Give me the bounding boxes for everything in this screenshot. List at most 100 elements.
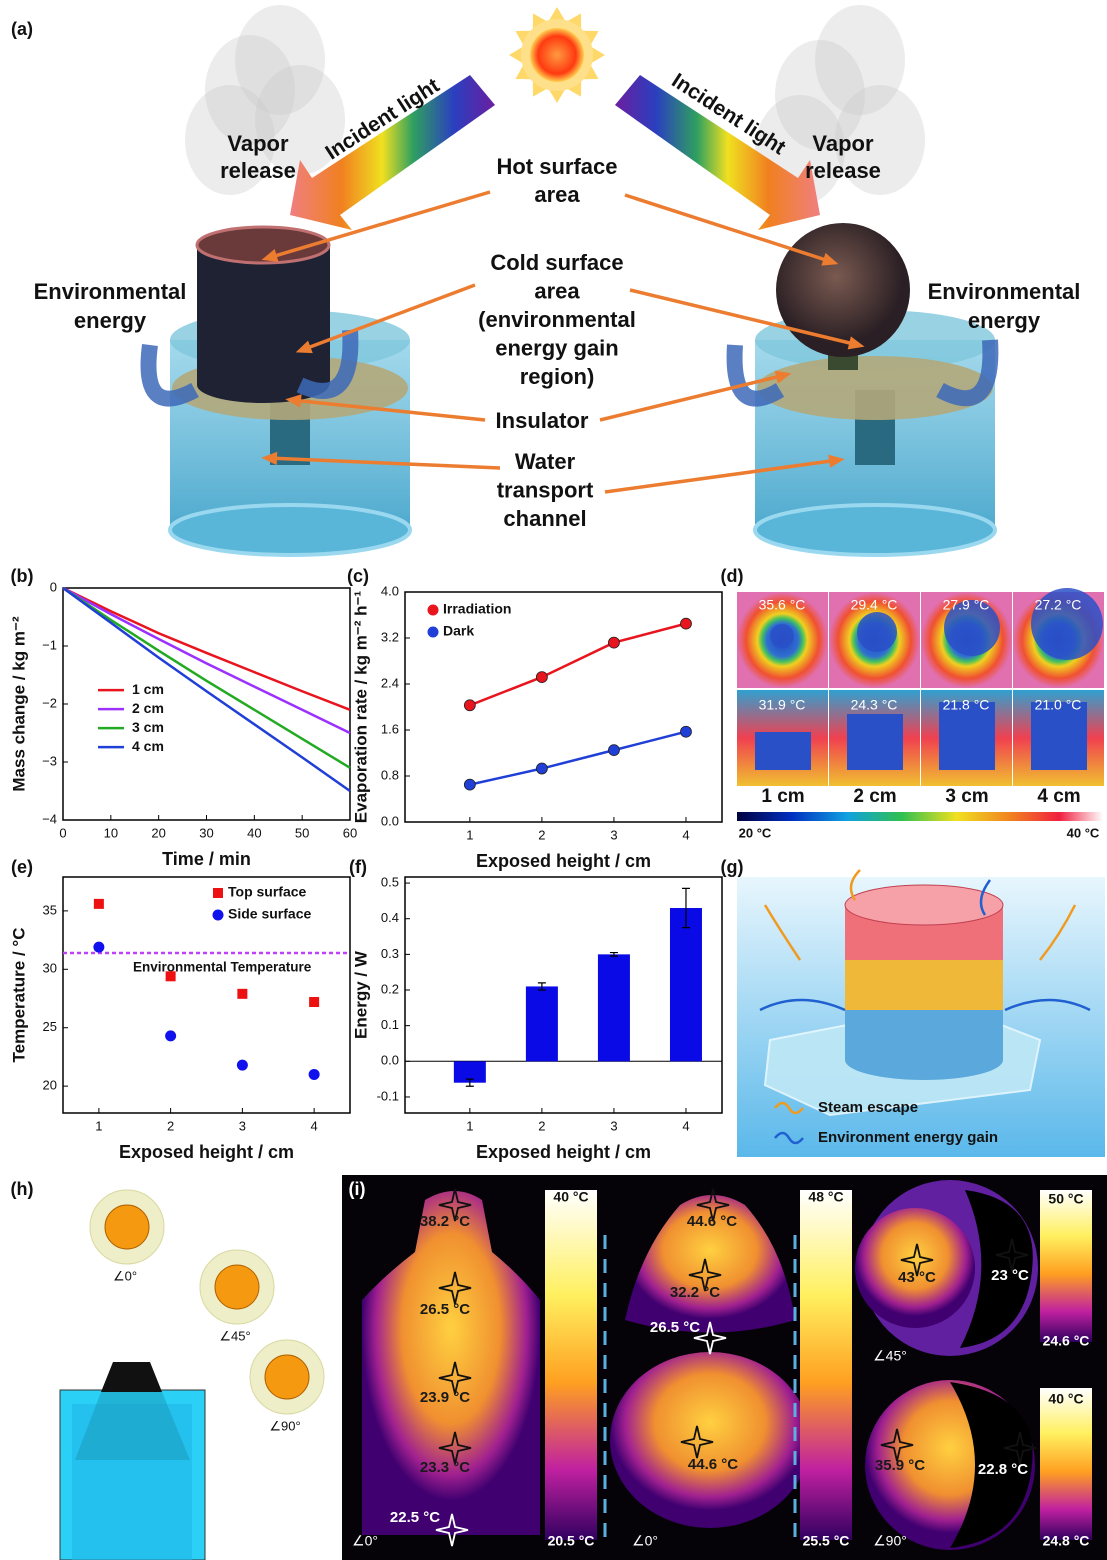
marker — [536, 672, 547, 683]
marker — [309, 1069, 320, 1080]
marker — [464, 700, 475, 711]
label: Hot surface — [496, 154, 617, 179]
y-tick-label: 4.0 — [381, 583, 399, 598]
label: area — [534, 182, 580, 207]
y-tick-label: 0.2 — [381, 981, 399, 996]
label: 25.5 °C — [803, 1533, 850, 1549]
x-axis-label: Exposed height / cm — [476, 851, 651, 871]
label: ∠0° — [632, 1533, 658, 1549]
x-tick-label: 3 — [239, 1118, 246, 1133]
y-tick-label: 0.3 — [381, 946, 399, 961]
y-tick-label: −1 — [42, 637, 57, 652]
hot-spot — [857, 612, 897, 652]
y-tick-label: −3 — [42, 753, 57, 768]
label: release — [805, 158, 881, 183]
x-tick-label: 40 — [247, 825, 261, 840]
x-tick-label: 1 — [466, 1118, 473, 1133]
label: 40 °C — [553, 1189, 588, 1205]
tank-bottom — [755, 505, 995, 555]
label: (h) — [11, 1179, 34, 1199]
y-tick-label: 1.6 — [381, 721, 399, 736]
sample-core — [215, 1265, 259, 1309]
line — [470, 624, 686, 706]
label: Environmental — [928, 279, 1081, 304]
sample — [847, 714, 903, 770]
legend-label: 1 cm — [132, 681, 164, 697]
marker — [680, 726, 691, 737]
label: (d) — [721, 566, 744, 586]
label: transport — [497, 477, 594, 502]
bar — [670, 908, 702, 1061]
marker — [309, 997, 319, 1007]
label: region) — [520, 364, 595, 389]
y-tick-label: 2.4 — [381, 675, 399, 690]
marker — [464, 779, 475, 790]
label: (environmental — [478, 307, 636, 332]
y-tick-label: -0.1 — [377, 1088, 399, 1103]
y-tick-label: 0.1 — [381, 1017, 399, 1032]
label: 48 °C — [808, 1189, 843, 1205]
label: 35.6 °C — [759, 597, 806, 613]
ir-sample — [610, 1352, 810, 1528]
label: release — [220, 158, 296, 183]
label: Insulator — [496, 408, 589, 433]
marker — [213, 910, 224, 921]
y-tick-label: −2 — [42, 695, 57, 710]
label: area — [534, 278, 580, 303]
ir-colorbar — [545, 1190, 597, 1540]
x-tick-label: 0 — [59, 825, 66, 840]
y-tick-label: 0 — [50, 579, 57, 594]
y-tick-label: 0.5 — [381, 874, 399, 889]
label: 26.5 °C — [650, 1319, 700, 1336]
marker — [428, 605, 439, 616]
label: 20 °C — [739, 825, 772, 840]
colorbar — [737, 812, 1103, 821]
y-tick-label: 25 — [43, 1019, 57, 1034]
label: Water — [515, 449, 576, 474]
label: ∠90° — [873, 1533, 907, 1549]
y-tick-label: 0.4 — [381, 910, 399, 925]
label: ∠45° — [873, 1348, 907, 1364]
y-tick-label: −4 — [42, 811, 57, 826]
label: 20.5 °C — [548, 1533, 595, 1549]
label: 3 cm — [945, 786, 988, 807]
label: 38.2 °C — [420, 1213, 470, 1230]
label: ∠0° — [352, 1533, 378, 1549]
label: Cold surface — [490, 250, 623, 275]
ir-colorbar — [1040, 1190, 1092, 1342]
hot-spot — [770, 624, 794, 648]
label: Steam escape — [818, 1099, 918, 1116]
x-tick-label: 60 — [343, 825, 357, 840]
y-axis-label: Mass change / kg m⁻² — [9, 616, 28, 792]
label: 21.8 °C — [943, 697, 990, 713]
label: 44.6 °C — [687, 1213, 737, 1230]
y-axis-label: Evaporation rate / kg m⁻² h⁻¹ — [351, 590, 370, 823]
plot-frame — [63, 588, 350, 820]
legend-label: Top surface — [228, 884, 307, 900]
y-tick-label: 3.2 — [381, 629, 399, 644]
label: 27.9 °C — [943, 597, 990, 613]
label: 40 °C — [1067, 825, 1100, 840]
absorber — [197, 245, 330, 385]
marker — [680, 618, 691, 629]
label: 21.0 °C — [1035, 697, 1082, 713]
x-tick-label: 4 — [311, 1118, 318, 1133]
x-tick-label: 3 — [610, 827, 617, 842]
label: 29.4 °C — [851, 597, 898, 613]
label: 23.3 °C — [420, 1459, 470, 1476]
sample-core — [265, 1355, 309, 1399]
label: ∠45° — [219, 1328, 250, 1343]
label: 2 cm — [853, 786, 896, 807]
marker — [237, 989, 247, 999]
x-tick-label: 1 — [95, 1118, 102, 1133]
marker — [237, 1060, 248, 1071]
label: energy — [968, 308, 1041, 333]
page: {"panels":{ "a":{"label":"(a)","incident… — [0, 0, 1107, 1560]
label: 32.2 °C — [670, 1284, 720, 1301]
label: Environmental — [34, 279, 187, 304]
label: 24.6 °C — [1043, 1333, 1090, 1349]
label: energy — [74, 308, 147, 333]
label: 31.9 °C — [759, 697, 806, 713]
x-tick-label: 30 — [199, 825, 213, 840]
bar — [526, 986, 558, 1061]
